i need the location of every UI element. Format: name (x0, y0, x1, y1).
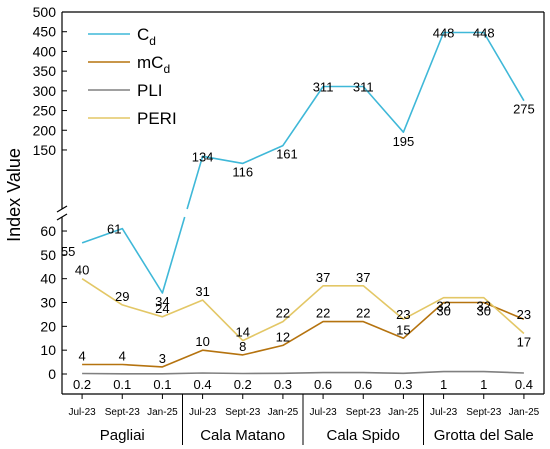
data-label: 30 (477, 304, 491, 319)
y-tick-label: 450 (33, 24, 57, 40)
x-tick-label: Sept-23 (105, 407, 140, 418)
x-tick-label: Sept-23 (466, 407, 501, 418)
group-label: Cala Matano (200, 427, 285, 444)
x-tick-label: Jan-25 (268, 407, 299, 418)
data-label: 23 (517, 307, 531, 322)
data-label: 0.2 (234, 377, 252, 392)
y-tick-label: 200 (33, 122, 57, 138)
series-line-peri (81, 278, 525, 342)
data-label: 0.1 (153, 377, 171, 392)
data-label: 0.4 (515, 377, 533, 392)
data-label: 4 (78, 348, 85, 363)
data-label: 0.2 (73, 377, 91, 392)
data-label: 3 (159, 351, 166, 366)
y-tick-label: 30 (40, 295, 56, 311)
data-label: 10 (195, 334, 209, 349)
group-label: Cala Spido (327, 427, 400, 444)
x-tick-label: Jul-23 (189, 407, 217, 418)
x-tick-label: Jan-25 (388, 407, 419, 418)
data-label: 0.1 (113, 377, 131, 392)
data-label: 23 (396, 307, 410, 322)
data-label: 0.6 (314, 377, 332, 392)
y-tick-label: 40 (40, 271, 56, 287)
y-axis-label: Index Value (4, 148, 24, 242)
x-tick-label: Sept-23 (346, 407, 381, 418)
y-tick-label: 400 (33, 43, 57, 59)
data-label: 14 (236, 325, 250, 340)
y-tick-label: 500 (33, 4, 57, 20)
y-tick-label: 60 (40, 223, 56, 239)
x-tick-label: Jul-23 (430, 407, 458, 418)
data-label: 0.6 (354, 377, 372, 392)
series-line-mcd (82, 301, 525, 368)
data-label: 134 (192, 149, 214, 164)
data-label: 448 (473, 25, 495, 40)
data-label: 40 (75, 263, 89, 278)
data-label: 311 (353, 80, 374, 95)
data-label: 55 (61, 244, 75, 259)
data-label: 34 (155, 294, 169, 309)
data-label: 22 (356, 306, 370, 321)
data-label: 15 (396, 322, 410, 337)
data-label: 12 (276, 329, 290, 344)
data-label: 30 (436, 304, 450, 319)
legend-label: PERI (137, 109, 177, 128)
data-label: 29 (115, 289, 129, 304)
data-label: 448 (433, 25, 455, 40)
data-label: 22 (316, 306, 330, 321)
data-label: 116 (232, 164, 253, 179)
data-label: 8 (239, 339, 246, 354)
axis-break-mark-bottom (56, 213, 68, 221)
x-tick-label: Jan-25 (147, 407, 178, 418)
x-tick-label: Jul-23 (309, 407, 337, 418)
x-tick-label: Sept-23 (225, 407, 260, 418)
axes: 150 200 250 300 350 400 450 500 0 10 20 30 40 50 60 Jul… (33, 4, 545, 445)
group-label: Pagliai (100, 427, 145, 444)
y-tick-label: 0 (48, 366, 56, 382)
data-label: 195 (393, 134, 415, 149)
series-line-cd (186, 31, 525, 210)
data-label: 17 (517, 334, 531, 349)
data-label: 24 (155, 301, 169, 316)
y-tick-label: 300 (33, 83, 57, 99)
data-label: 37 (316, 270, 330, 285)
data-label: 1 (440, 377, 447, 392)
series-lines (81, 31, 525, 375)
data-label: 275 (513, 102, 535, 117)
y-tick-label: 250 (33, 103, 57, 119)
x-tick-label: Jul-23 (68, 407, 96, 418)
legend-label: mCd (137, 53, 170, 76)
data-label: 32 (477, 299, 491, 314)
data-label: 0.4 (194, 377, 212, 392)
series-line-pli (82, 370, 524, 375)
axis-break-mark-top (56, 205, 68, 213)
group-label: Grotta del Sale (434, 427, 534, 444)
legend-label: Cd (137, 25, 156, 48)
data-label: 0.3 (274, 377, 292, 392)
data-label: 4 (119, 348, 126, 363)
legend: Cd mCd PLI PERI (88, 25, 177, 128)
data-label: 37 (356, 270, 370, 285)
data-label: 22 (276, 306, 290, 321)
series-line-cd (81, 216, 186, 294)
data-label: 31 (195, 284, 209, 299)
y-tick-label: 50 (40, 247, 56, 263)
data-label: 161 (276, 147, 298, 162)
y-tick-label: 350 (33, 63, 57, 79)
y-tick-label: 20 (40, 318, 56, 334)
data-label: 1 (480, 377, 487, 392)
data-label: 311 (313, 80, 334, 95)
data-label: 61 (107, 222, 121, 237)
data-label: 0.3 (394, 377, 412, 392)
x-tick-label: Jan-25 (509, 407, 540, 418)
legend-label: PLI (137, 81, 163, 100)
y-tick-label: 10 (40, 342, 56, 358)
y-tick-label: 150 (33, 142, 57, 158)
data-label: 32 (436, 299, 450, 314)
